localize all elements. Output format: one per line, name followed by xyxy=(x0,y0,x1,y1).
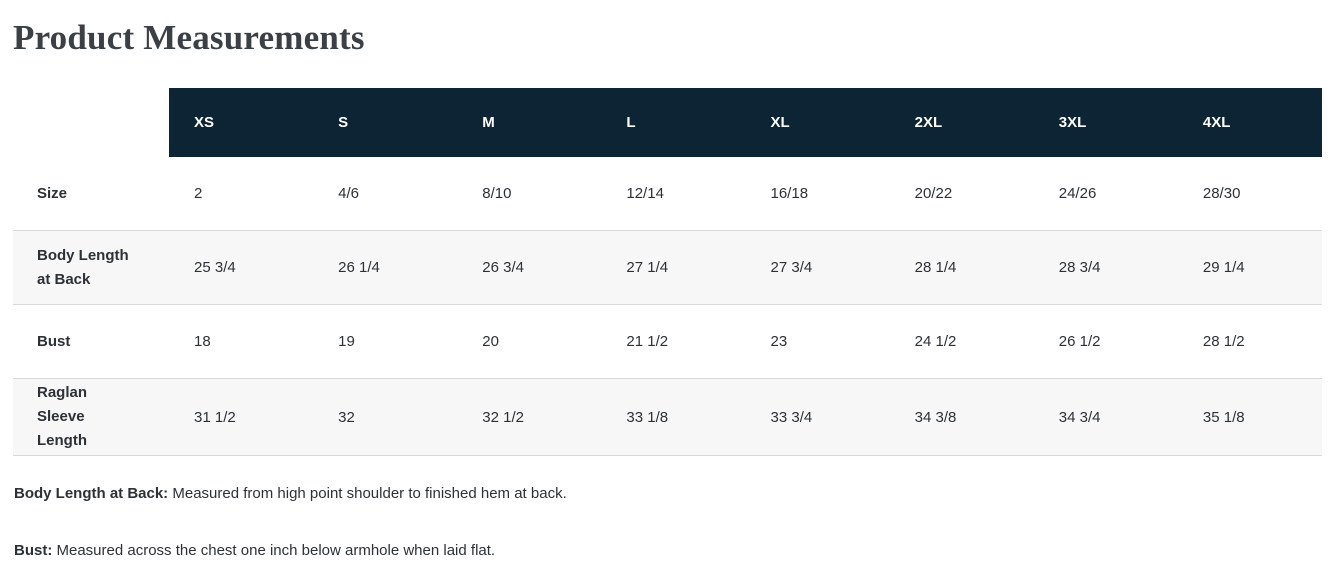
table-cell: 25 3/4 xyxy=(169,230,314,305)
table-cell: 31 1/2 xyxy=(169,378,314,456)
column-header-l: L xyxy=(601,88,746,157)
table-cell: 33 1/8 xyxy=(601,378,746,456)
table-cell: 8/10 xyxy=(482,185,512,202)
table-cell: 18 xyxy=(169,304,314,379)
table-cell: 33 3/4 xyxy=(745,378,890,456)
note-description: Measured across the chest one inch below… xyxy=(56,542,496,559)
row-label-body-length-at-back: Body Length at Back xyxy=(13,230,169,305)
table-row-body-length-at-back: Body Length at Back 25 3/4 26 1/4 26 3/4… xyxy=(13,230,1322,305)
column-header-m: M xyxy=(457,88,602,157)
table-cell: 16/18 xyxy=(770,185,809,202)
table-cell: 2 xyxy=(194,185,203,202)
table-cell: 26 3/4 xyxy=(457,230,602,305)
table-row-size: Size 2 4/6 8/10 12/14 16/18 20/22 24/26 … xyxy=(13,157,1322,231)
table-cell: 32 1/2 xyxy=(457,378,602,456)
measurement-notes: Body Length at Back: Measured from high … xyxy=(13,483,1322,561)
table-cell: 28/30 xyxy=(1202,185,1241,202)
table-cell: 35 1/8 xyxy=(1177,378,1322,456)
table-cell: 28 1/4 xyxy=(889,230,1034,305)
column-header-s: S xyxy=(313,88,458,157)
note-bust: Bust: Measured across the chest one inch… xyxy=(14,540,1322,561)
note-description: Measured from high point shoulder to fin… xyxy=(172,485,567,502)
table-cell: 27 3/4 xyxy=(745,230,890,305)
table-cell: 28 1/2 xyxy=(1177,304,1322,379)
table-cell: 19 xyxy=(313,304,458,379)
table-row-bust: Bust 18 19 20 21 1/2 23 24 1/2 26 1/2 28… xyxy=(13,304,1322,379)
column-header-3xl: 3XL xyxy=(1033,88,1178,157)
table-cell: 29 1/4 xyxy=(1177,230,1322,305)
table-cell: 26 1/2 xyxy=(1033,304,1178,379)
corner-cell xyxy=(13,88,169,157)
note-term: Bust: xyxy=(14,542,53,559)
table-cell: 23 xyxy=(745,304,890,379)
size-header-row: XS S M L XL 2XL 3XL 4XL xyxy=(13,88,1322,157)
row-label-size: Size xyxy=(37,184,68,202)
table-cell: 24 1/2 xyxy=(889,304,1034,379)
table-cell: 4/6 xyxy=(338,185,359,202)
table-cell: 28 3/4 xyxy=(1033,230,1178,305)
row-label-raglan-sleeve-length: Raglan Sleeve Length xyxy=(13,378,169,456)
column-header-xl: XL xyxy=(745,88,890,157)
column-header-xs: XS xyxy=(169,88,314,157)
row-label-bust: Bust xyxy=(13,304,169,379)
table-cell: 20/22 xyxy=(914,185,953,202)
table-cell: 34 3/8 xyxy=(889,378,1034,456)
note-body-length-at-back: Body Length at Back: Measured from high … xyxy=(14,483,1322,504)
table-cell: 21 1/2 xyxy=(601,304,746,379)
table-row-raglan-sleeve-length: Raglan Sleeve Length 31 1/2 32 32 1/2 33… xyxy=(13,378,1322,456)
note-term: Body Length at Back: xyxy=(14,485,169,502)
product-measurements-section: Product Measurements XS S M L XL 2XL 3XL… xyxy=(13,18,1322,561)
page-title: Product Measurements xyxy=(13,18,365,57)
table-cell: 12/14 xyxy=(626,185,664,202)
column-header-4xl: 4XL xyxy=(1177,88,1322,157)
measurements-table: XS S M L XL 2XL 3XL 4XL Size 2 4/6 8/10 … xyxy=(13,88,1322,456)
table-cell: 24/26 xyxy=(1058,185,1097,202)
table-cell: 20 xyxy=(457,304,602,379)
column-header-2xl: 2XL xyxy=(889,88,1034,157)
table-cell: 27 1/4 xyxy=(601,230,746,305)
table-cell: 32 xyxy=(313,378,458,456)
table-cell: 34 3/4 xyxy=(1033,378,1178,456)
table-cell: 26 1/4 xyxy=(313,230,458,305)
